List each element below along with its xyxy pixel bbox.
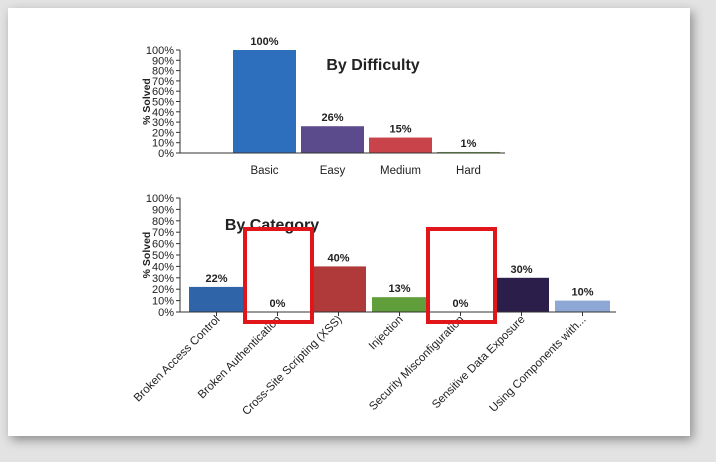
chart2-highlight-box — [426, 227, 497, 324]
chart1-y-tick-label: 30% — [152, 117, 174, 129]
chart2-y-tick-label: 90% — [152, 204, 174, 216]
chart2-y-tick-label: 30% — [152, 273, 174, 285]
chart1-y-tick-label: 60% — [152, 86, 174, 98]
chart1-y-tick-label: 20% — [152, 127, 174, 139]
chart1-y-tick-label: 80% — [152, 66, 174, 78]
chart2-bar — [311, 266, 366, 312]
chart2-data-label: 30% — [510, 264, 532, 276]
chart1-bar — [437, 151, 500, 153]
chart2-title: By Category — [225, 217, 319, 234]
chart1-y-axis-title: % Solved — [141, 78, 153, 125]
chart2-highlight-box — [243, 227, 314, 324]
chart1-y-tick-label: 70% — [152, 76, 174, 88]
charts-canvas: 0%10%20%30%40%50%60%70%80%90%100%% Solve… — [132, 36, 616, 418]
chart1-category-label: Hard — [456, 165, 481, 177]
chart1-title: By Difficulty — [326, 57, 419, 74]
chart2-bar — [494, 277, 549, 312]
chart1-y-tick-label: 10% — [152, 138, 174, 150]
chart2-y-tick-label: 20% — [152, 284, 174, 296]
chart2-y-tick-label: 80% — [152, 216, 174, 228]
chart1-data-label: 26% — [321, 112, 343, 124]
chart2-y-tick-label: 60% — [152, 239, 174, 251]
chart1-category-label: Basic — [250, 165, 278, 177]
chart2-y-axis-title: % Solved — [141, 232, 153, 279]
chart1-y-tick-label: 90% — [152, 55, 174, 67]
chart1-category-label: Easy — [320, 165, 346, 177]
chart2-data-label: 0% — [270, 298, 286, 310]
chart1-bar — [369, 137, 432, 153]
chart1-data-label: 15% — [389, 124, 411, 136]
chart1-y-tick-label: 100% — [146, 45, 174, 57]
chart2-data-label: 22% — [205, 273, 227, 285]
chart2-data-label: 13% — [388, 283, 410, 295]
chart2-bar — [189, 286, 244, 312]
chart2-category-label: Injection — [367, 314, 406, 353]
chart1-bar — [233, 50, 296, 153]
chart2-data-label: 0% — [453, 298, 469, 310]
chart2-bar — [372, 297, 427, 312]
chart2-data-label: 10% — [571, 287, 593, 299]
chart2-y-tick-label: 40% — [152, 261, 174, 273]
chart2-y-tick-label: 100% — [146, 193, 174, 205]
chart2-y-tick-label: 50% — [152, 250, 174, 262]
chart2-y-tick-label: 10% — [152, 296, 174, 308]
chart1-y-tick-label: 0% — [158, 148, 174, 160]
chart2-data-label: 40% — [327, 252, 349, 264]
figure-panel: 0% 10% 20% 30% 40% 50% 60% 70% 80% 90% 100%% Solve… — [8, 8, 690, 436]
chart2-y-tick-label: 70% — [152, 227, 174, 239]
chart1-y-tick-label: 40% — [152, 107, 174, 119]
chart2-y-tick-label: 0% — [158, 307, 174, 319]
chart1-data-label: 100% — [250, 36, 278, 48]
chart1-bar — [301, 126, 364, 153]
chart2-bar — [555, 300, 610, 312]
chart1-y-tick-label: 50% — [152, 97, 174, 109]
chart1-data-label: 1% — [461, 138, 477, 150]
chart1-category-label: Medium — [380, 165, 421, 177]
chart2-category-label: Cross-Site Scripting (XSS) — [240, 314, 344, 418]
